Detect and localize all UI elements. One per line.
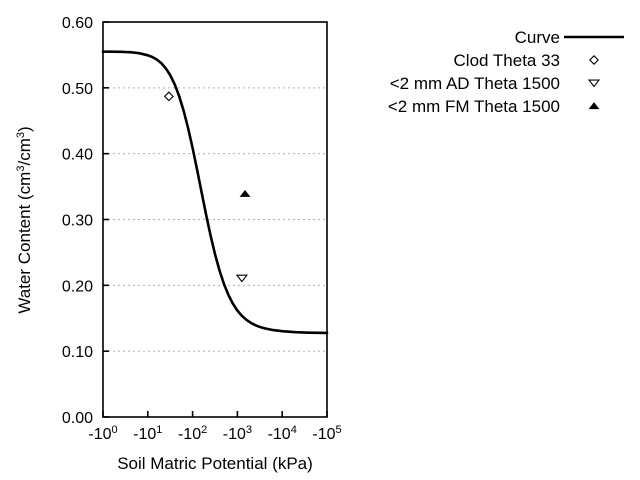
- y-axis-title-mid: /cm: [15, 138, 34, 165]
- y-axis-title: Water Content (cm3/cm3): [15, 126, 34, 313]
- legend-item: Curve: [515, 28, 624, 47]
- y-axis-tick-label: 0.50: [62, 81, 93, 98]
- legend-label: Curve: [515, 28, 560, 47]
- x-axis-ticks: [102, 411, 328, 417]
- y-axis-tick-label: 0.60: [62, 15, 93, 32]
- filled-triangle-up-marker: [588, 102, 600, 110]
- gridlines: [103, 87, 327, 352]
- legend-item: <2 mm FM Theta 1500: [388, 97, 600, 116]
- x-axis-tick-label: -105: [312, 424, 341, 443]
- x-axis-tick-label: -100: [88, 424, 117, 443]
- svg-text:Water Content (cm3/cm3): Water Content (cm3/cm3): [15, 126, 34, 313]
- retention-curve-line: [101, 50, 329, 335]
- legend-item: Clod Theta 33: [454, 51, 599, 70]
- y-axis-title-prefix: Water Content (cm: [15, 172, 34, 314]
- y-axis-title-superscript-2: 3: [15, 132, 27, 138]
- series-2: [235, 274, 249, 283]
- x-axis-tick-labels: -100 -101 -102 -103 -104 -105: [88, 424, 341, 443]
- y-axis-title-superscript-1: 3: [15, 166, 27, 172]
- x-axis-tick-label: -102: [178, 424, 207, 443]
- legend-label: <2 mm AD Theta 1500: [390, 74, 560, 93]
- series-3: [239, 189, 251, 197]
- open-diamond-marker: [589, 55, 599, 65]
- x-axis-tick-label: -103: [223, 424, 252, 443]
- y-axis-tick-labels: 0.00 0.10 0.20 0.30 0.40 0.50 0.60: [62, 15, 93, 427]
- chart-legend: Curve Clod Theta 33 <2 mm AD Theta 1500 <2 …: [388, 28, 624, 116]
- open-triangle-down-marker: [587, 79, 601, 88]
- legend-label: <2 mm FM Theta 1500: [388, 97, 560, 116]
- y-axis-title-suffix: ): [15, 126, 34, 132]
- y-axis-tick-label: 0.20: [62, 278, 93, 295]
- x-axis-title: Soil Matric Potential (kPa): [117, 454, 313, 473]
- y-axis-ticks: [103, 21, 109, 418]
- y-axis-tick-label: 0.40: [62, 147, 93, 164]
- legend-label: Clod Theta 33: [454, 51, 560, 70]
- x-axis-tick-label: -101: [133, 424, 162, 443]
- open-triangle-down-marker: [235, 274, 249, 283]
- filled-triangle-up-marker: [239, 189, 251, 197]
- open-diamond-marker: [163, 91, 174, 102]
- y-axis-tick-label: 0.10: [62, 344, 93, 361]
- data-series-layer: [101, 50, 329, 335]
- y-axis-tick-label: 0.30: [62, 213, 93, 230]
- legend-item: <2 mm AD Theta 1500: [390, 74, 601, 93]
- series-1: [163, 91, 174, 102]
- series-0: [101, 50, 329, 335]
- y-axis-tick-label: 0.00: [62, 410, 93, 427]
- x-axis-tick-label: -104: [268, 424, 297, 443]
